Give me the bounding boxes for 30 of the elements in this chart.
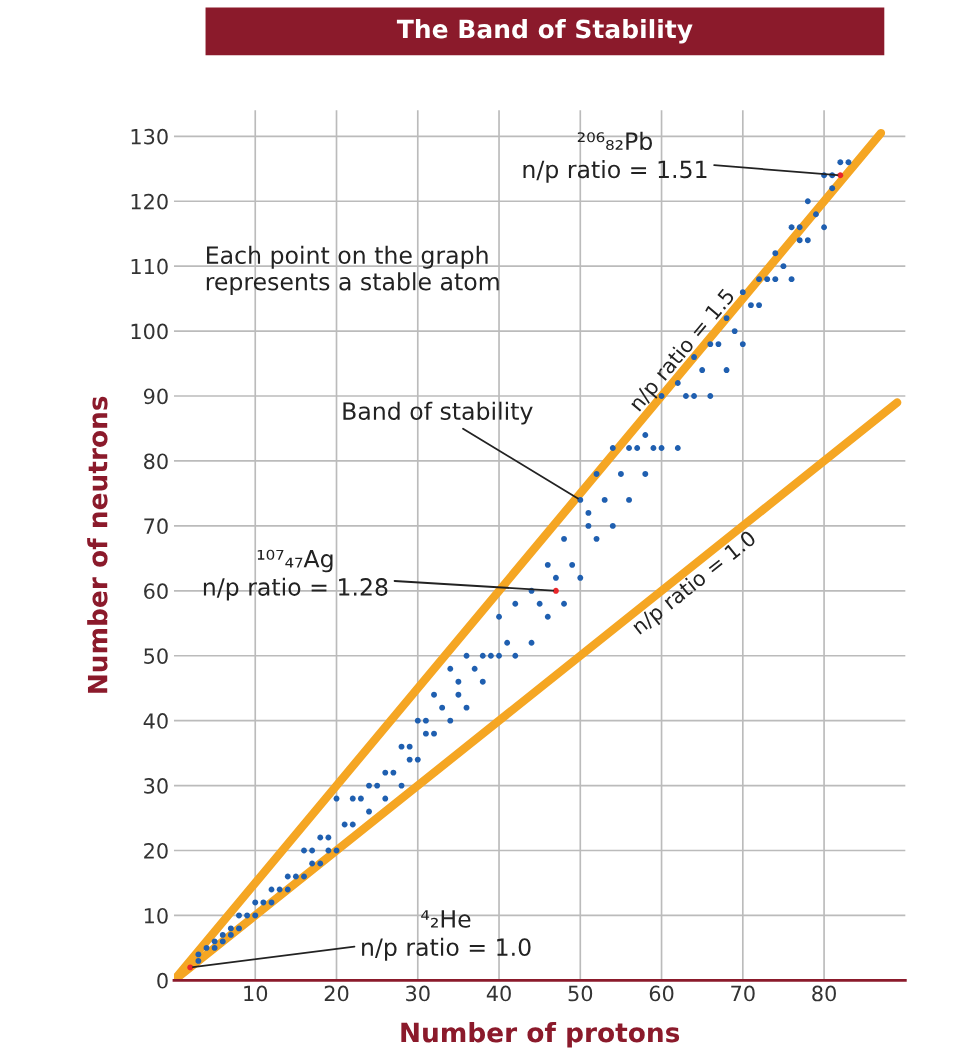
x-tick-label: 80 (812, 985, 836, 1002)
annotation: Each point on the graph represents a stable atom (206, 245, 499, 296)
annotation: Band of stability (343, 401, 533, 425)
annotation: ⁴₂He n/p ratio = 1.0 (362, 910, 531, 961)
y-tick-label: 120 (131, 193, 168, 210)
y-tick-label: 10 (144, 907, 168, 924)
x-tick-label: 20 (324, 985, 349, 1002)
annotation: ¹⁰⁷₄₇Ag n/p ratio = 1.28 (203, 549, 388, 601)
y-tick-label: 100 (131, 323, 168, 340)
y-tick-label: 20 (144, 842, 168, 859)
chart-title: The Band of Stability (396, 19, 693, 44)
y-tick-label: 130 (131, 128, 168, 145)
y-axis-title: Number of neutrons (87, 396, 108, 693)
x-tick-label: 50 (568, 985, 593, 1002)
y-tick-label: 90 (143, 388, 168, 405)
y-tick-label: 80 (144, 453, 168, 470)
x-axis-title: Number of protons (401, 1022, 680, 1048)
y-tick-label: 60 (144, 583, 168, 600)
annotation: ²⁰⁶₈₂Pb n/p ratio = 1.51 (523, 131, 707, 183)
x-tick-label: 70 (731, 985, 755, 1002)
x-tick-label: 10 (244, 985, 268, 1002)
y-tick-label: 50 (144, 648, 168, 664)
x-tick-label: 30 (406, 985, 430, 1002)
y-tick-label: 70 (144, 518, 168, 535)
y-tick-label: 0 (157, 972, 168, 989)
y-tick-label: 40 (143, 713, 168, 729)
x-tick-label: 60 (649, 985, 674, 1002)
x-tick-label: 40 (486, 985, 511, 1002)
y-tick-label: 110 (131, 258, 168, 275)
y-tick-label: 30 (144, 778, 168, 794)
